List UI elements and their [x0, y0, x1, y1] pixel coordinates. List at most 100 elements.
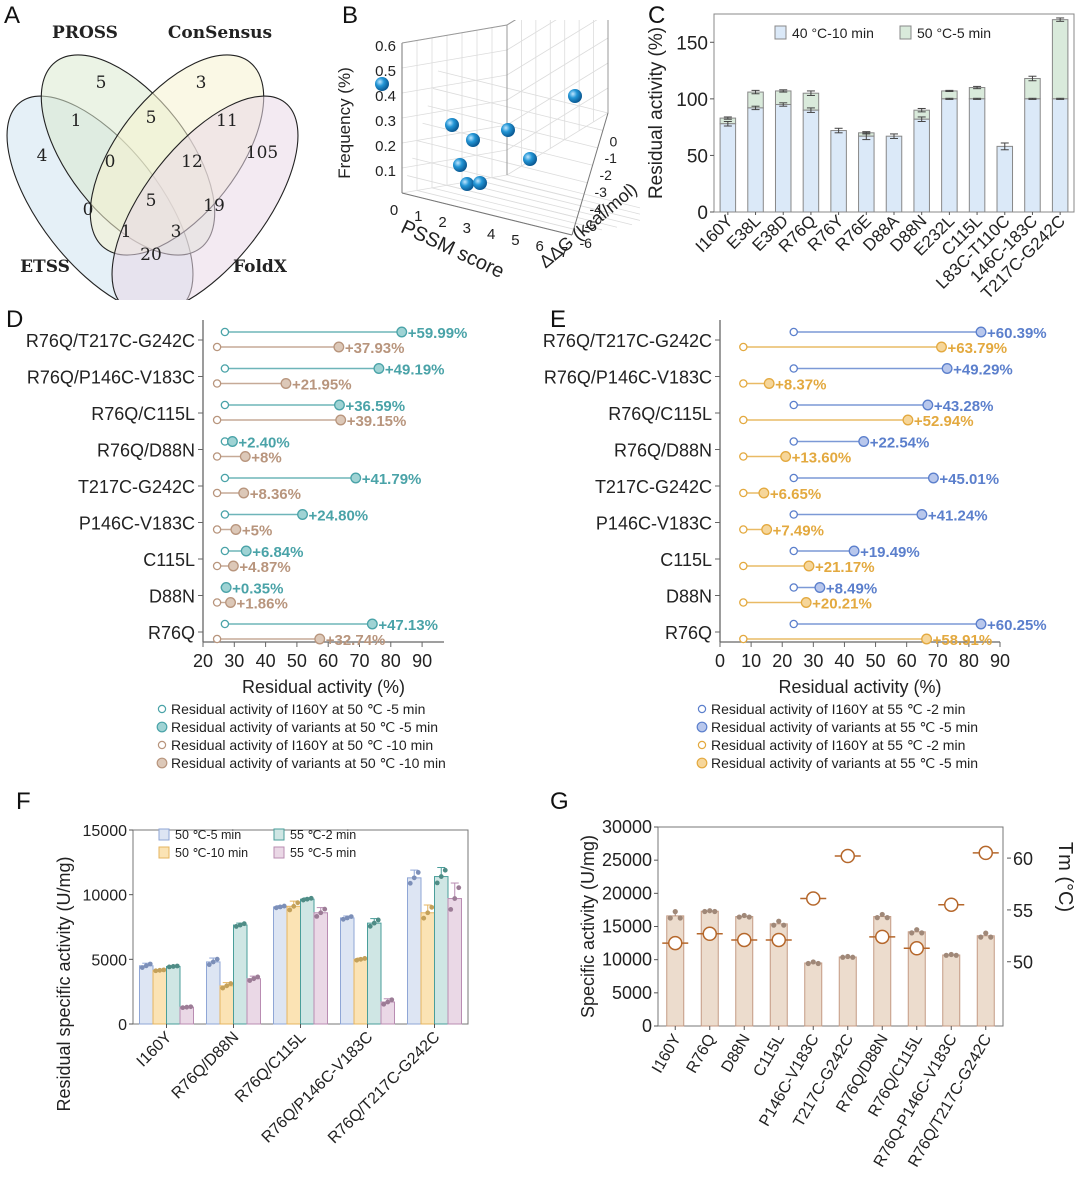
venn-region-count: 19: [203, 196, 225, 216]
replicate-dot: [771, 922, 777, 928]
gridline: [506, 112, 609, 176]
variant-marker: [314, 633, 326, 645]
x-axis-title: Residual activity (%): [778, 677, 941, 697]
baseline-marker: [739, 598, 748, 607]
replicate-dot: [850, 954, 856, 960]
baseline-marker: [739, 379, 748, 388]
y-axis-title: Specific activity (U/mg): [578, 835, 598, 1018]
value-label: +45.01%: [939, 471, 999, 488]
variant-marker: [373, 363, 385, 374]
baseline-marker: [220, 364, 230, 373]
value-label: +24.80%: [309, 508, 369, 525]
gridline: [506, 37, 609, 101]
legend-marker: [696, 757, 708, 769]
value-label: +8.37%: [775, 377, 826, 394]
y2-axis-title: Tm (°C): [1054, 842, 1076, 912]
replicate-dot: [153, 968, 159, 974]
x-tick-label: 20: [193, 651, 213, 671]
replicate-dot: [741, 912, 747, 919]
bar-segment-50c: [1024, 77, 1041, 100]
x-tick-label: I160Y: [649, 1031, 685, 1076]
z-tick-label: 0.6: [375, 38, 396, 55]
value-label: +22.54%: [870, 435, 930, 452]
variant-marker: [858, 436, 870, 447]
y-tick-label: 15000: [602, 917, 652, 937]
replicate-dot: [879, 911, 885, 918]
y-tick-label: 0: [610, 133, 618, 149]
panel-label-b: B: [342, 2, 359, 29]
replicate-dot: [174, 963, 180, 969]
bar-segment-40c: [941, 98, 958, 213]
bar: [286, 905, 301, 1025]
replicate-dot: [241, 921, 247, 927]
replicate-dot: [291, 903, 297, 909]
y-tick-label: 25000: [602, 850, 652, 870]
variant-marker: [226, 436, 238, 447]
category-label: P146C-V183C: [596, 514, 712, 534]
value-label: +47.13%: [378, 617, 438, 634]
y2-tick-label: 55: [1013, 901, 1033, 921]
baseline-marker: [789, 400, 798, 410]
venn-region-count: 11: [216, 111, 238, 131]
grouped-bar-chart-f: 0 5000 10000 15000 Residual specific activit…: [54, 823, 469, 1147]
replicate-dot: [340, 916, 346, 922]
venn-set-label: PROSS: [52, 23, 118, 43]
legend-label: 50 °C-5 min: [917, 25, 991, 41]
data-point: [453, 158, 467, 172]
tm-marker: [806, 891, 821, 906]
replicate-dot: [914, 927, 920, 933]
value-label: +32.74%: [326, 632, 386, 649]
value-label: +63.79%: [948, 340, 1008, 357]
legend-label: Residual activity of I160Y at 50 ℃ -5 mi…: [171, 701, 425, 717]
y-tick-label: 50: [687, 146, 708, 167]
baseline-marker: [220, 400, 230, 410]
variant-marker: [225, 597, 236, 608]
replicate-dot: [943, 952, 949, 958]
variant-marker: [334, 399, 345, 411]
value-label: +49.29%: [953, 362, 1013, 379]
replicate-dot: [348, 914, 354, 919]
legend-swatch: [158, 828, 170, 841]
panel-label-c: C: [648, 2, 666, 29]
value-label: +8.49%: [826, 581, 877, 598]
bar: [447, 898, 462, 1025]
bar-segment-40c: [830, 130, 847, 213]
y-tick-label: 0: [642, 1016, 652, 1036]
y-tick-label: -2: [600, 167, 613, 183]
variant-marker: [297, 509, 308, 520]
variant-marker: [280, 378, 292, 389]
baseline-marker: [789, 583, 798, 592]
x-tick-label: 70: [928, 651, 948, 671]
gridline: [417, 140, 588, 184]
x-tick-label: 1: [414, 208, 422, 225]
replicate-dot: [237, 922, 243, 928]
bar: [804, 962, 823, 1027]
category-label: R76Q/P146C-V183C: [544, 368, 712, 388]
value-label: +19.49%: [860, 544, 920, 561]
category-label: D88N: [149, 587, 195, 607]
value-label: +37.93%: [345, 340, 405, 357]
baseline-marker: [739, 525, 748, 534]
category-label: C115L: [143, 550, 195, 570]
bar-segment-40c: [885, 135, 903, 213]
replicate-dot: [421, 915, 427, 921]
gridline: [432, 88, 603, 131]
gridline: [506, 20, 557, 51]
gridline: [416, 190, 588, 233]
legend-label: Residual activity of variants at 55 ℃ -5…: [711, 719, 978, 735]
value-label: +8.36%: [250, 486, 301, 503]
replicate-dot: [281, 903, 287, 909]
x-tick-label: 70: [349, 651, 369, 671]
category-label: T217C-G242C: [78, 477, 195, 497]
value-label: +1.86%: [237, 596, 288, 613]
bar-segment-50c: [1051, 19, 1069, 100]
replicate-dot: [143, 963, 149, 969]
y-tick-label: 100: [676, 90, 708, 111]
replicate-dot: [184, 1004, 190, 1010]
y-tick-label: 15000: [83, 823, 128, 840]
venn-set-label: FoldX: [233, 257, 288, 277]
variant-marker: [350, 472, 362, 484]
tm-marker: [702, 926, 717, 942]
